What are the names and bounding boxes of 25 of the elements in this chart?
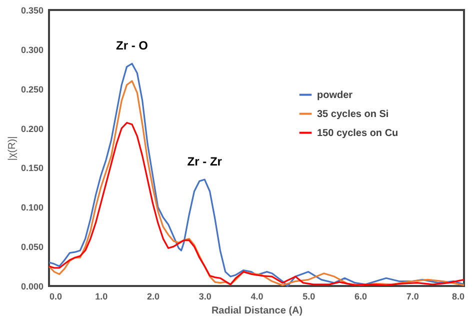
x-axis-title: Radial Distance (A) [211,306,303,316]
y-tick-label: 0.150 [20,163,44,174]
annotation: Zr - Zr [187,154,222,169]
legend-label: 150 cycles on Cu [317,128,398,139]
y-tick-label: 0.100 [20,202,44,213]
x-tick-label: 5.0 [302,292,316,302]
y-tick-label: 0.200 [20,124,44,134]
x-tick-label: 7.0 [406,292,419,302]
line-series [48,122,465,286]
annotation: Zr - O [116,38,148,53]
x-tick-label: 1.0 [95,292,108,302]
x-tick-label: 2.0 [146,292,160,302]
legend-label: powder [317,90,353,101]
x-tick-label: 0.0 [50,292,62,302]
y-tick-label: 0.350 [20,6,44,16]
y-tick-label: 0.250 [20,84,44,94]
x-tick-label: 8.0 [452,292,464,302]
y-tick-label: 0.000 [20,282,44,292]
x-tick-label: 4.0 [250,292,264,302]
legend-label: 35 cycles on Si [317,108,389,120]
y-tick-label: 0.300 [20,44,44,55]
x-tick-label: 6.0 [354,292,368,302]
x-tick-label: 3.0 [198,292,212,302]
y-axis-title: |χ(R)| [6,136,18,161]
y-tick-label: 0.050 [20,242,44,252]
